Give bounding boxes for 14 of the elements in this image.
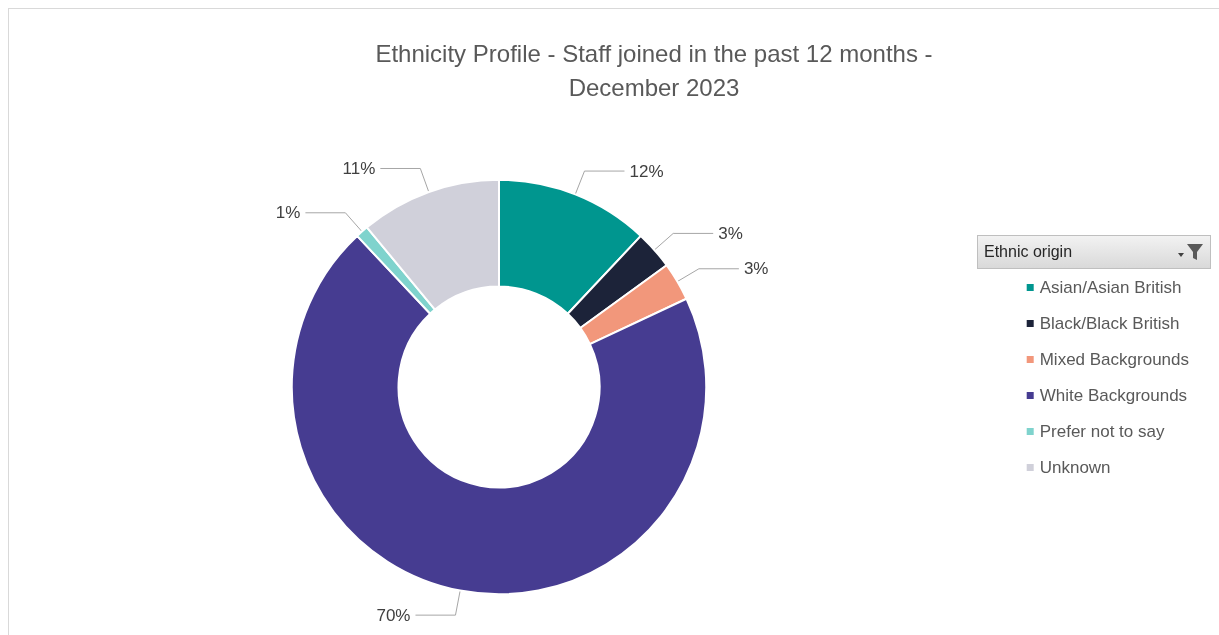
legend-label: White Backgrounds — [1039, 386, 1188, 405]
legend-title: Ethnic origin — [984, 243, 1073, 261]
chart-title: Ethnicity Profile - Staff joined in the past 12 months - December 2023 — [375, 39, 933, 101]
legend-label: Mixed Backgrounds — [1039, 350, 1190, 369]
legend-label: Asian/Asian British — [1039, 278, 1182, 297]
data-label: 1% — [275, 203, 301, 223]
legend-label: Prefer not to say — [1039, 422, 1165, 441]
legend-label: Unknown — [1039, 458, 1111, 477]
data-label: 11% — [342, 158, 376, 178]
data-label: 3% — [743, 259, 769, 279]
data-label: 12% — [629, 161, 664, 181]
data-label: 3% — [718, 223, 743, 243]
data-label: 70% — [376, 605, 411, 625]
legend-label: Black/Black British — [1039, 314, 1180, 333]
